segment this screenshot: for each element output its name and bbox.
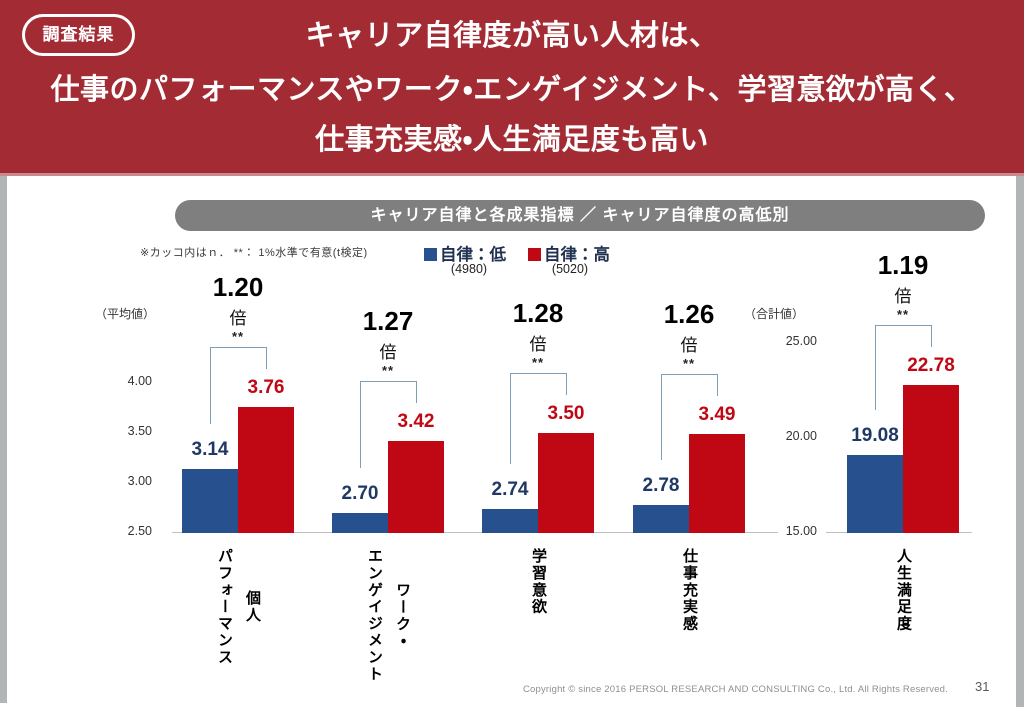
slide-title-line-3: 仕事充実感・人生満足度も高い — [315, 124, 709, 156]
bar-low — [482, 509, 538, 533]
significance-bracket-right-leg — [266, 347, 267, 369]
note-text: ※カッコ内はｎ． **： 1%水準で有意(t検定) — [140, 247, 368, 259]
value-label-high: 3.42 — [397, 411, 435, 432]
value-label-high: 3.76 — [247, 377, 285, 398]
bar-high — [388, 441, 444, 533]
slide-title-line-2: 仕事のパフォーマンスやワーク・エンゲイジメント、学習意欲が高く、 — [50, 74, 974, 106]
result-badge: 調査結果 — [22, 14, 135, 56]
ratio-unit: 倍 — [229, 309, 247, 328]
bar-low — [182, 469, 238, 533]
value-label-high: 3.49 — [698, 404, 736, 425]
page-number: 31 — [975, 679, 990, 694]
bar-high — [903, 385, 959, 533]
significance-bracket-right-leg — [566, 373, 567, 395]
significance-bracket-left-leg — [875, 325, 876, 411]
legend-label-high: 自律：高 — [544, 246, 610, 264]
chart-title-bar: キャリア自律と各成果指標 ／ キャリア自律度の高低別 — [175, 200, 985, 231]
value-label-high: 22.78 — [907, 355, 955, 377]
significance-bracket-top — [661, 374, 717, 375]
significance-bracket-top — [210, 347, 266, 348]
significance-bracket-left-leg — [661, 374, 662, 460]
bar-low — [633, 505, 689, 533]
legend-count-low: (4980) — [450, 262, 488, 276]
axis-tick-label: 2.50 — [127, 524, 152, 538]
left-axis-caption: （平均値） — [95, 307, 156, 321]
value-label-low: 2.78 — [642, 475, 680, 496]
bar-high — [238, 407, 294, 533]
value-label-low: 2.74 — [491, 479, 529, 500]
significance-bracket-left-leg — [510, 373, 511, 464]
bar-low — [847, 455, 903, 533]
significance-bracket-top — [875, 325, 931, 327]
legend-count-high: (5020) — [551, 262, 589, 276]
category-label: 人生満足度 — [895, 548, 912, 632]
ratio-value: 1.26 — [663, 299, 715, 329]
significance-marker: ** — [896, 307, 910, 323]
left-axis-baseline — [172, 532, 778, 533]
significance-bracket-right-leg — [416, 381, 417, 403]
ratio-value: 1.19 — [877, 250, 929, 281]
header-band — [0, 0, 1024, 173]
ratio-unit: 倍 — [680, 336, 698, 355]
significance-bracket-top — [510, 373, 566, 374]
ratio-value: 1.28 — [512, 298, 564, 328]
bar-high — [538, 433, 594, 533]
significance-bracket-right-leg — [717, 374, 718, 396]
footer-copyright: Copyright © since 2016 PERSOL RESEARCH A… — [522, 684, 948, 695]
slide-edge-left — [0, 176, 7, 703]
legend-label-low: 自律：低 — [440, 246, 506, 264]
legend-swatch-low-icon — [424, 248, 437, 261]
legend-swatch-high-icon — [528, 248, 541, 261]
significance-marker: ** — [381, 363, 395, 378]
axis-tick-label: 15.00 — [785, 524, 817, 538]
category-label: ワーク・ エンゲイジメント — [366, 547, 411, 683]
category-label: 仕事充実感 — [681, 548, 698, 632]
value-label-low: 3.14 — [191, 439, 229, 460]
ratio-unit: 倍 — [529, 335, 547, 354]
slide-title-line-1: キャリア自律度が高い人材は、 — [305, 20, 719, 52]
header-underline — [0, 173, 1024, 176]
axis-tick-label: 3.00 — [127, 474, 152, 488]
axis-tick-label: 4.00 — [127, 374, 152, 388]
ratio-value: 1.20 — [212, 272, 264, 302]
significance-marker: ** — [682, 356, 696, 371]
axis-tick-label: 3.50 — [127, 424, 152, 438]
axis-tick-label: 25.00 — [785, 334, 817, 348]
significance-bracket-left-leg — [360, 381, 361, 468]
slide-edge-right — [1016, 176, 1024, 707]
axis-tick-label: 20.00 — [785, 429, 817, 443]
ratio-unit: 倍 — [379, 343, 397, 362]
significance-bracket-left-leg — [210, 347, 211, 424]
category-label: 学習意欲 — [530, 547, 547, 616]
significance-marker: ** — [231, 329, 245, 344]
value-label-low: 19.08 — [851, 425, 899, 447]
ratio-unit: 倍 — [894, 287, 912, 307]
significance-marker: ** — [531, 355, 545, 370]
significance-bracket-top — [360, 381, 416, 382]
value-label-high: 3.50 — [547, 403, 585, 424]
bar-high — [689, 434, 745, 533]
bar-low — [332, 513, 388, 533]
value-label-low: 2.70 — [341, 483, 379, 504]
ratio-value: 1.27 — [362, 306, 414, 336]
category-label: 個人 パフォーマンス — [216, 547, 261, 666]
right-axis-caption: （合計値） — [744, 307, 805, 321]
significance-bracket-right-leg — [931, 325, 932, 348]
